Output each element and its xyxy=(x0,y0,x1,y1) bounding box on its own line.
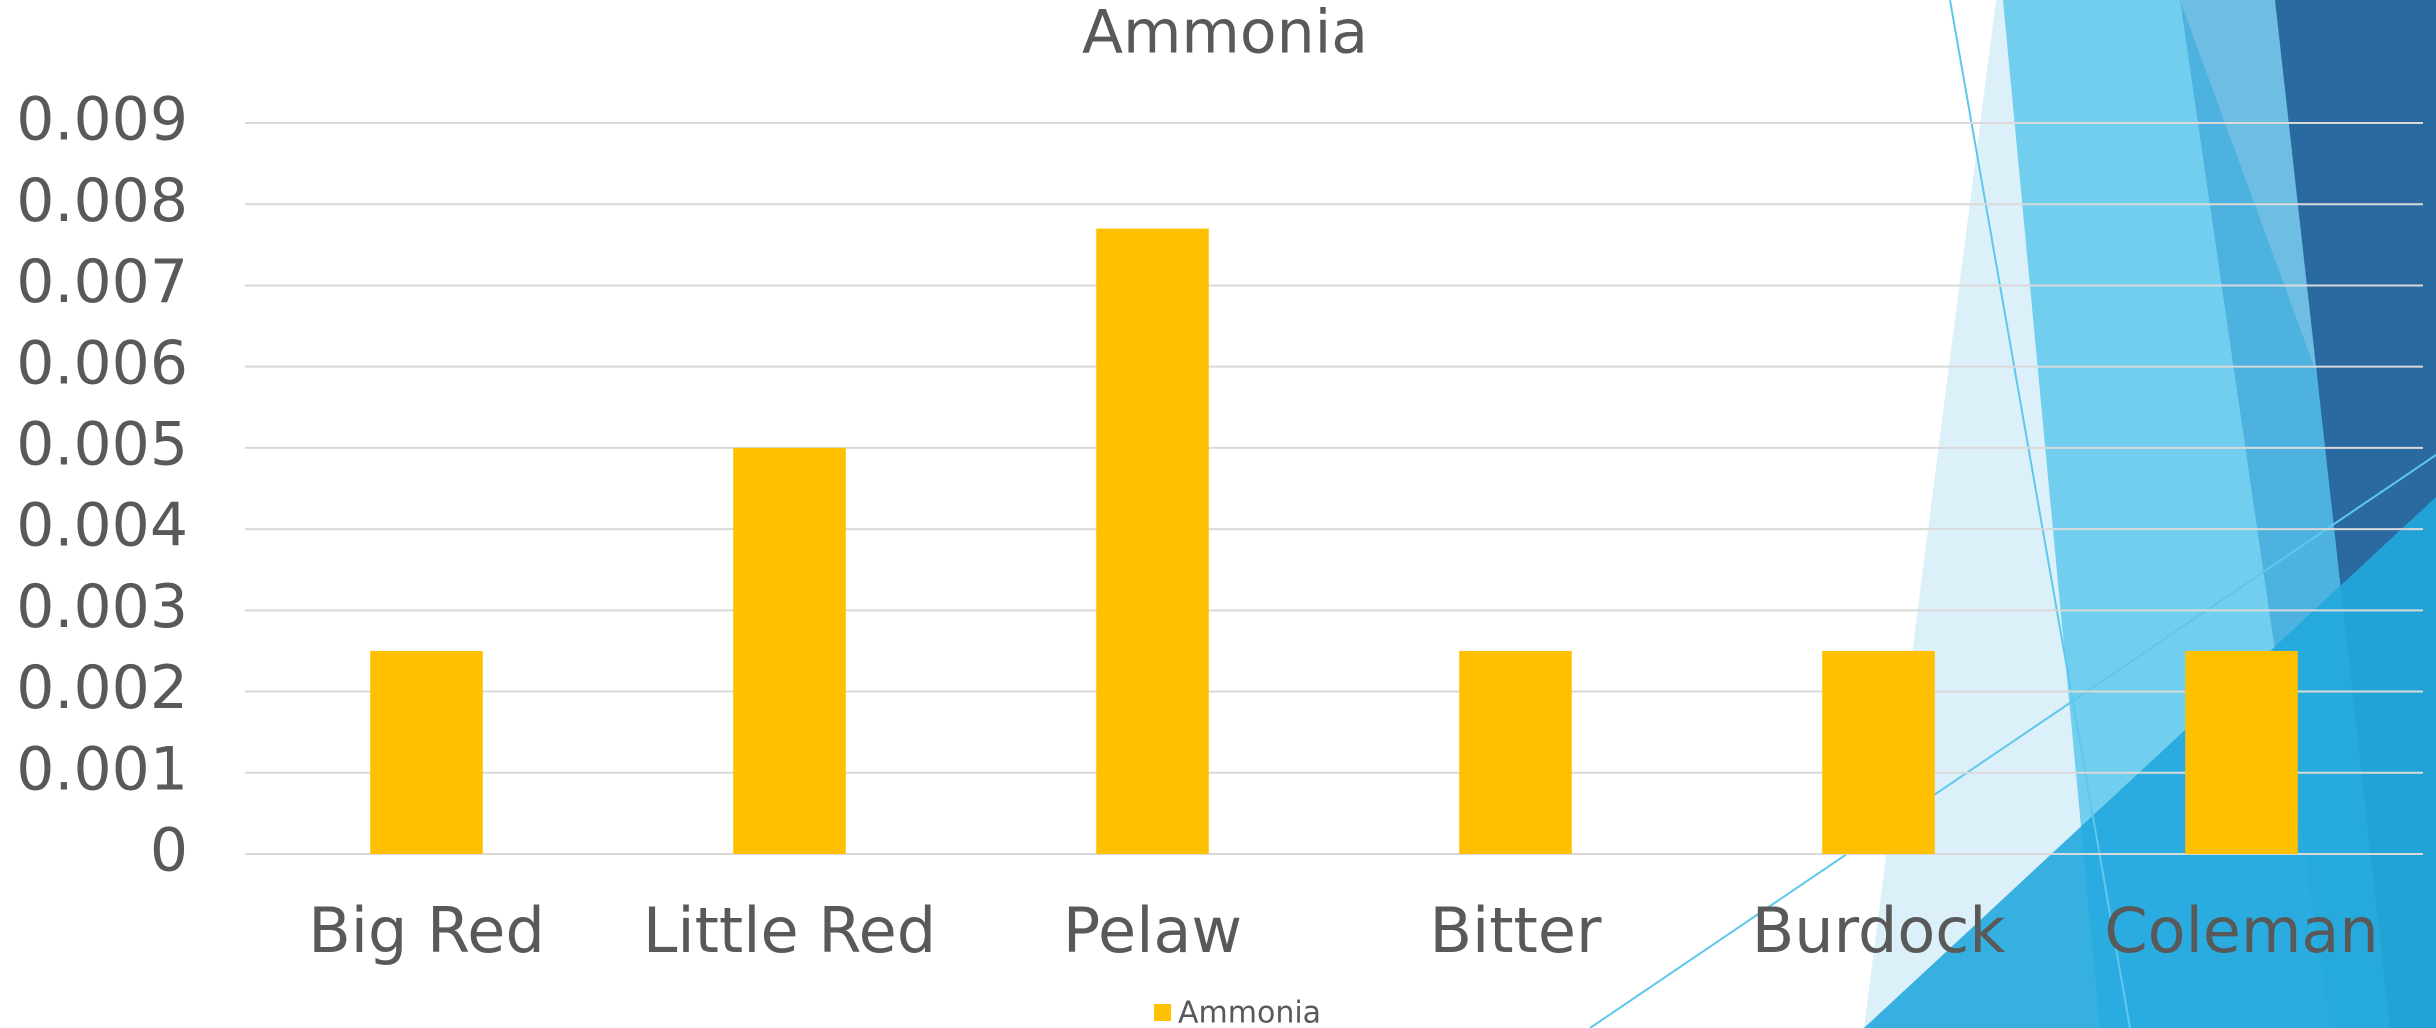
legend: Ammonia xyxy=(1154,996,1321,1028)
x-tick-label: Bitter xyxy=(1429,894,1602,967)
y-tick-label: 0.002 xyxy=(16,653,188,723)
bar xyxy=(370,650,483,854)
x-tick-label: Pelaw xyxy=(1063,894,1242,967)
bar xyxy=(2185,650,2298,854)
y-tick-label: 0.009 xyxy=(16,85,188,155)
x-tick-label: Burdock xyxy=(1752,894,2006,967)
x-tick-label: Coleman xyxy=(2104,894,2378,967)
y-tick-label: 0.004 xyxy=(16,491,188,561)
x-tick-label: Little Red xyxy=(643,894,936,967)
chart-title: Ammonia xyxy=(1082,0,1368,68)
y-tick-label: 0.007 xyxy=(16,247,188,317)
y-tick-label: 0.001 xyxy=(16,734,188,804)
y-tick-label: 0 xyxy=(150,816,188,886)
bar xyxy=(1096,228,1209,855)
y-tick-label: 0.003 xyxy=(16,572,188,642)
y-tick-label: 0.006 xyxy=(16,328,188,398)
y-tick-label: 0.008 xyxy=(16,166,188,236)
y-tick-label: 0.005 xyxy=(16,409,188,479)
bar xyxy=(1822,650,1935,854)
bar xyxy=(1459,650,1572,854)
legend-swatch xyxy=(1154,1004,1171,1021)
legend-label: Ammonia xyxy=(1178,996,1321,1028)
bar xyxy=(733,447,846,854)
x-tick-label: Big Red xyxy=(308,894,545,967)
background-decoration xyxy=(1589,0,2436,1028)
